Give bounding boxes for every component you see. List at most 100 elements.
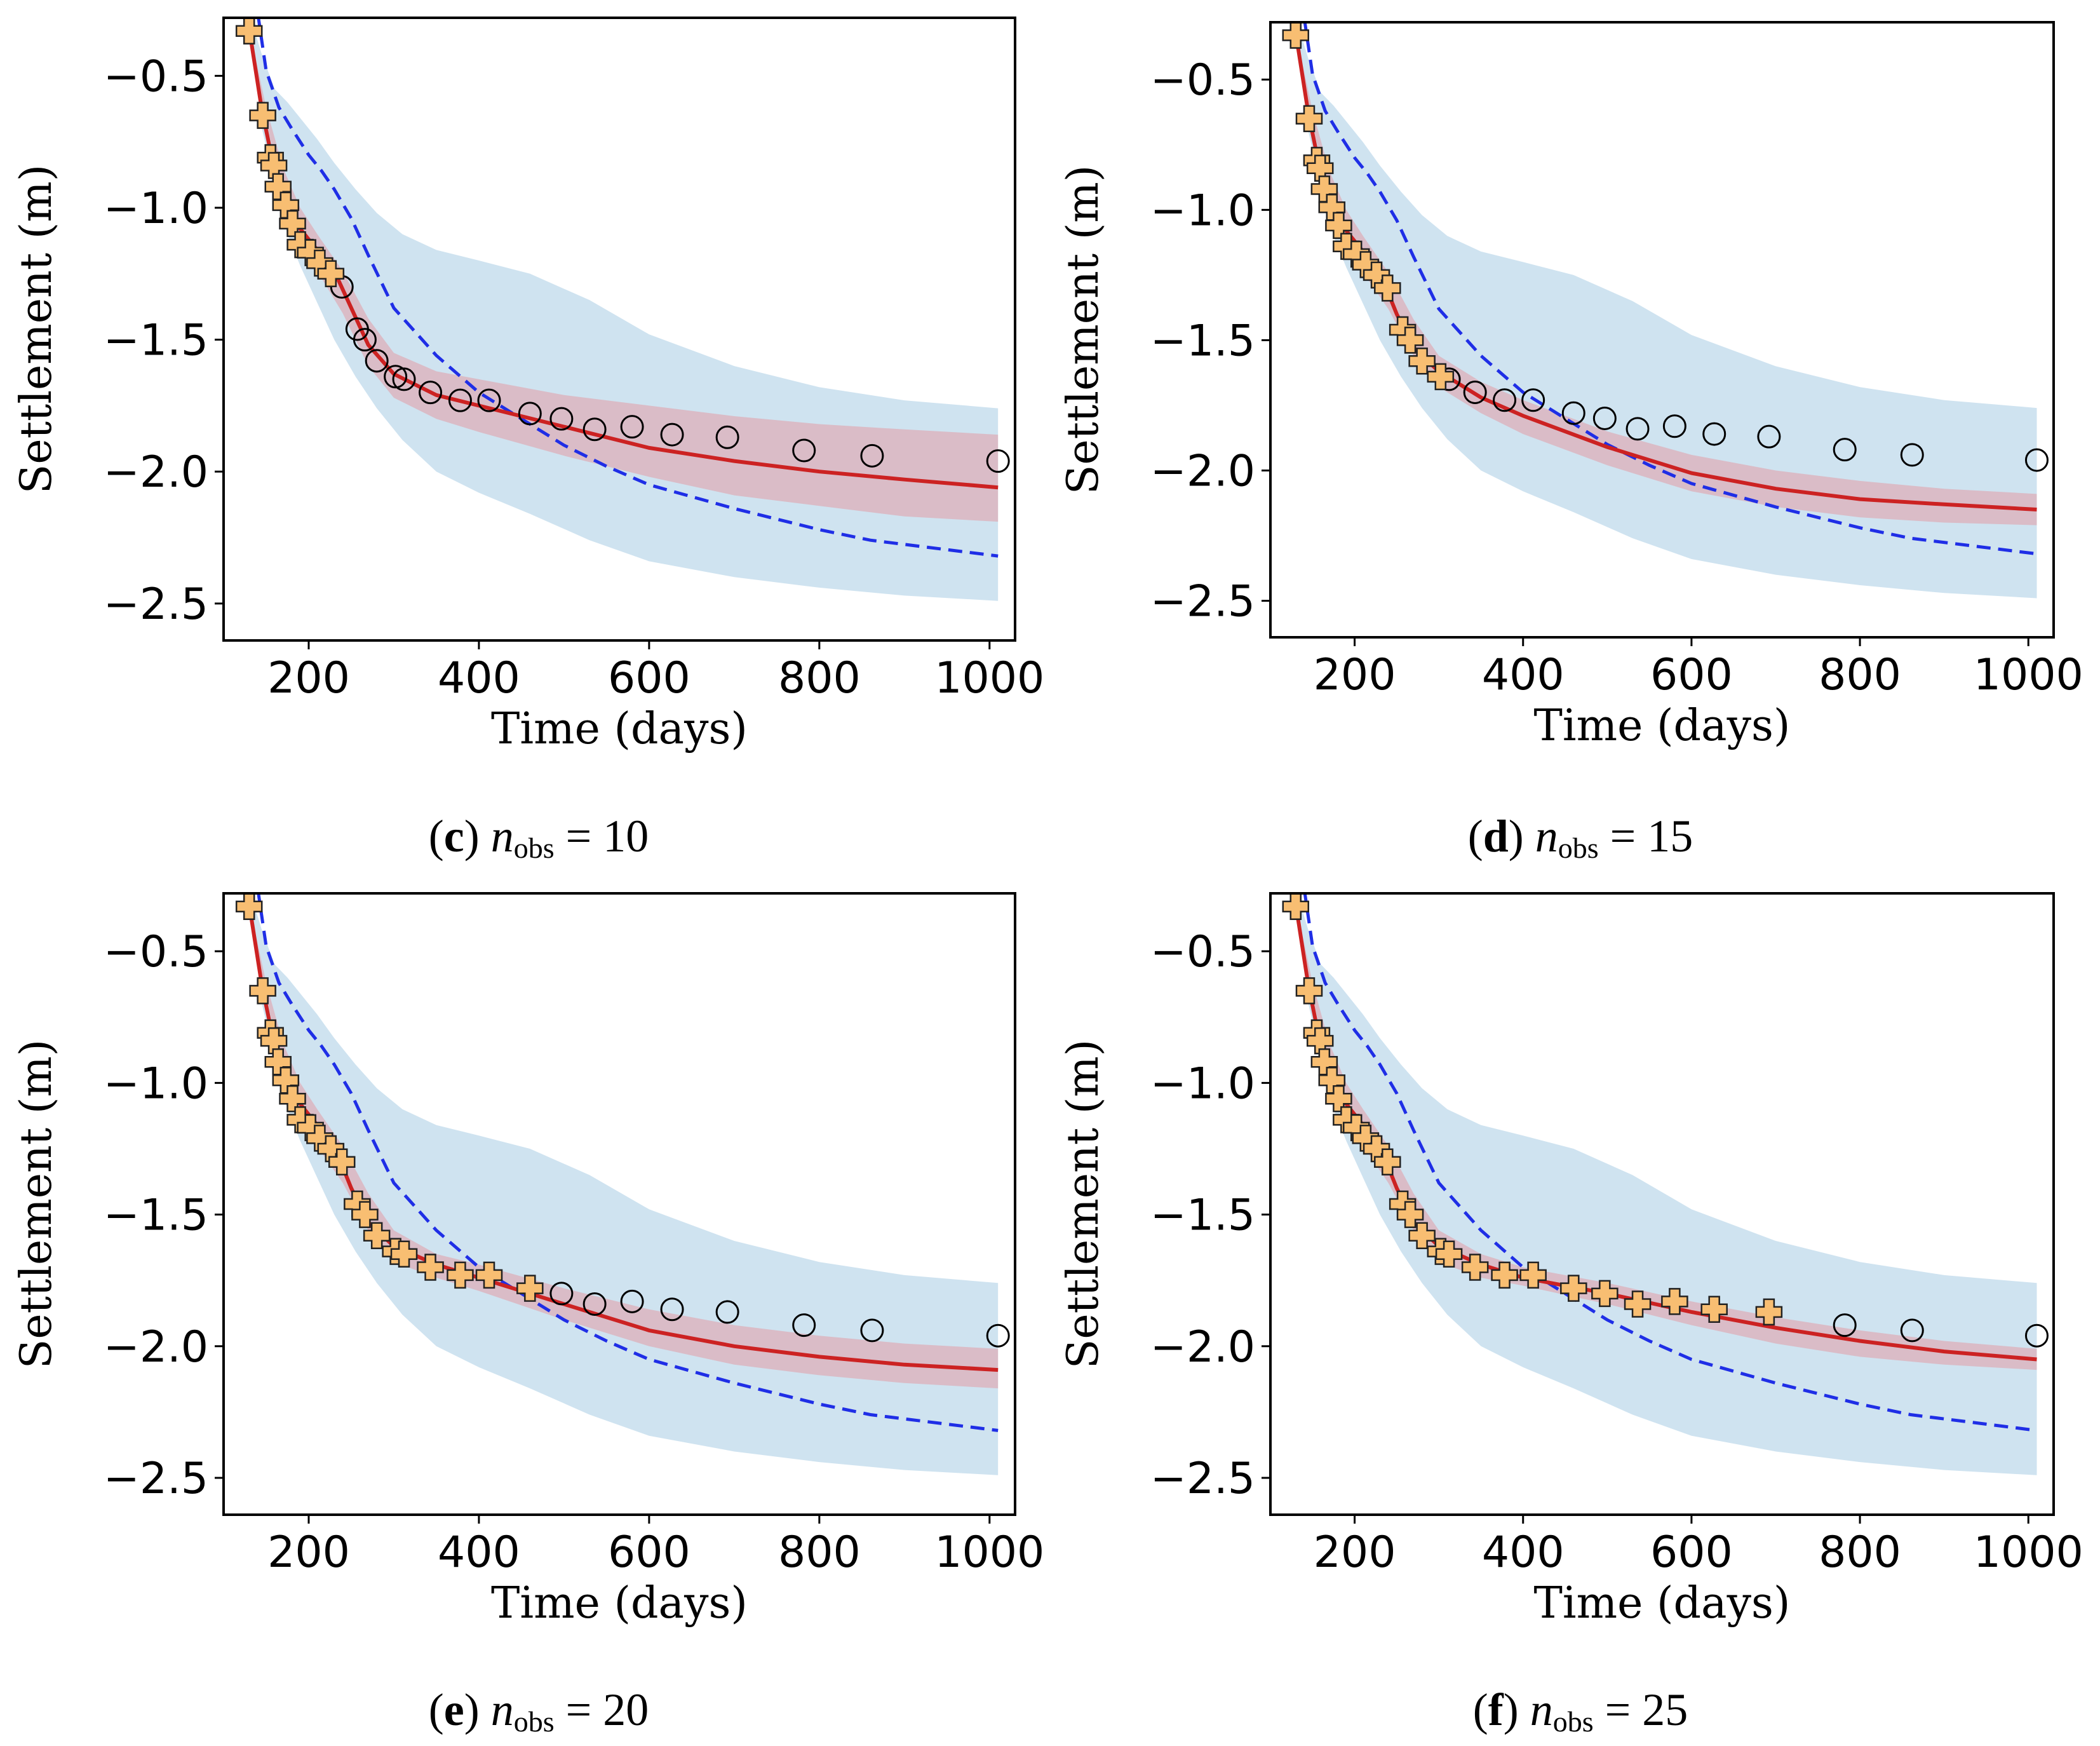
- caption-value: = 25: [1594, 1684, 1688, 1735]
- future-measured-point: [1592, 406, 1617, 430]
- observed-point: [475, 1261, 503, 1289]
- future-measured-point: [792, 438, 816, 463]
- caption-variable: n: [491, 811, 514, 862]
- future-measured-point: [419, 381, 443, 405]
- observed-point: [1396, 1201, 1424, 1228]
- future-measured-point: [1662, 414, 1686, 438]
- future-measured-point: [2024, 1323, 2049, 1348]
- caption-paren-close: ): [1509, 811, 1535, 862]
- y-tick-label: −2.0: [1150, 1322, 1255, 1372]
- plot-area: [1282, 22, 2049, 599]
- x-tick-label: 1000: [1974, 650, 2083, 700]
- caption-variable: n: [1535, 811, 1558, 862]
- future-measured-point: [384, 365, 408, 389]
- y-tick-label: −0.5: [104, 51, 208, 102]
- plot-frame: [222, 892, 1016, 1516]
- caption-subscript: obs: [514, 832, 555, 864]
- observed-point: [390, 1240, 418, 1268]
- y-tick-label: −1.5: [1150, 1191, 1255, 1241]
- prior-mean: [1303, 893, 2037, 1432]
- plot-area: [235, 18, 1010, 601]
- future-measured-point: [365, 349, 389, 373]
- future-measured-point: [353, 328, 377, 352]
- y-axis-label: Settlement (m): [1058, 1039, 1108, 1369]
- caption-letter: c: [444, 811, 464, 862]
- observed-point: [1560, 1275, 1587, 1302]
- future-measured-point: [715, 1300, 739, 1324]
- future-measured-point: [986, 449, 1010, 473]
- future-measured-point: [549, 1282, 574, 1306]
- y-axis-label: Settlement (m): [1058, 165, 1108, 494]
- observed-point: [351, 1201, 379, 1228]
- future-measured-point: [1625, 417, 1650, 441]
- future-measured-point: [660, 1297, 684, 1322]
- observed-point: [1282, 893, 1310, 920]
- future-measured-point: [1521, 388, 1545, 412]
- chart-panel-e: 200 400 600 800 1000 −0.5 −1.0 −1.5 −2.0 −2.5 Time…: [11, 892, 1044, 1738]
- future-measured-point: [1463, 380, 1487, 404]
- chart-panel-c: 200 400 600 800 1000 −0.5 −1.0 −1.5 −2.0 −2.5 Time…: [11, 17, 1044, 864]
- x-tick-label: 200: [1314, 650, 1396, 700]
- y-tick-label: −1.5: [104, 1191, 208, 1241]
- observed-point: [1295, 105, 1323, 133]
- y-tick-label: −2.5: [1150, 1454, 1255, 1504]
- x-axis-label: Time (days): [1534, 701, 1791, 751]
- observed-point: [1461, 1254, 1489, 1281]
- future-measured-point: [582, 417, 607, 442]
- x-tick-label: 1000: [934, 1527, 1044, 1578]
- posterior-band: [249, 28, 999, 522]
- x-axis-label: Time (days): [491, 1578, 748, 1628]
- panel-caption: (c) nobs = 10: [429, 811, 649, 864]
- y-axis-label: Settlement (m): [11, 165, 62, 494]
- y-tick-label: −1.0: [1150, 186, 1255, 236]
- x-tick-label: 1000: [934, 653, 1044, 703]
- observed-point: [1396, 327, 1424, 354]
- x-axis-label: Time (days): [491, 704, 748, 754]
- observed-point: [1700, 1296, 1728, 1323]
- y-tick-label: −0.5: [1150, 927, 1255, 977]
- future-measured-point: [1702, 422, 1726, 446]
- x-tick-label: 600: [1650, 1527, 1733, 1578]
- y-tick-label: −2.5: [104, 1454, 208, 1504]
- observed-point: [1435, 1240, 1463, 1268]
- prior-mean: [257, 893, 999, 1432]
- y-tick-label: −2.5: [104, 579, 208, 630]
- x-tick-label: 600: [1650, 650, 1733, 700]
- caption-paren-open: (: [429, 811, 444, 862]
- future-measured-point: [1900, 1318, 1924, 1343]
- future-measured-point: [792, 1313, 816, 1337]
- observed-point: [249, 977, 276, 1005]
- y-tick-label: −2.0: [1150, 446, 1255, 496]
- caption-subscript: obs: [1553, 1705, 1594, 1738]
- observed-point: [1427, 363, 1455, 391]
- future-measured-point: [1493, 388, 1517, 412]
- y-tick-label: −1.0: [1150, 1059, 1255, 1109]
- future-measured-point: [549, 407, 574, 431]
- observed-point: [317, 260, 345, 288]
- future-measured-point: [1833, 1313, 1857, 1337]
- future-measured-point: [392, 367, 416, 391]
- plot-frame: [222, 17, 1016, 642]
- observed-point: [1374, 274, 1401, 302]
- y-tick-label: −2.0: [104, 447, 208, 497]
- x-tick-label: 800: [1819, 1527, 1901, 1578]
- x-tick-label: 1000: [1974, 1527, 2083, 1578]
- caption-paren-open: (: [1473, 1684, 1488, 1735]
- x-tick-label: 400: [438, 1527, 520, 1578]
- plot-area: [235, 893, 1010, 1475]
- x-tick-label: 800: [778, 653, 861, 703]
- future-measured-point: [518, 402, 542, 426]
- prior-mean: [1303, 22, 2037, 556]
- caption-subscript: obs: [1558, 832, 1599, 864]
- caption-paren-close: ): [464, 811, 491, 862]
- x-tick-label: 800: [1819, 650, 1901, 700]
- caption-letter: f: [1488, 1684, 1504, 1735]
- panel-caption: (d) nobs = 15: [1468, 811, 1693, 864]
- future-measured-point: [620, 1289, 644, 1313]
- y-tick-label: −1.5: [1150, 316, 1255, 366]
- y-tick-label: −0.5: [104, 927, 208, 977]
- caption-paren-close: ): [1504, 1684, 1530, 1735]
- x-tick-label: 400: [438, 653, 520, 703]
- prior-mean: [257, 18, 999, 558]
